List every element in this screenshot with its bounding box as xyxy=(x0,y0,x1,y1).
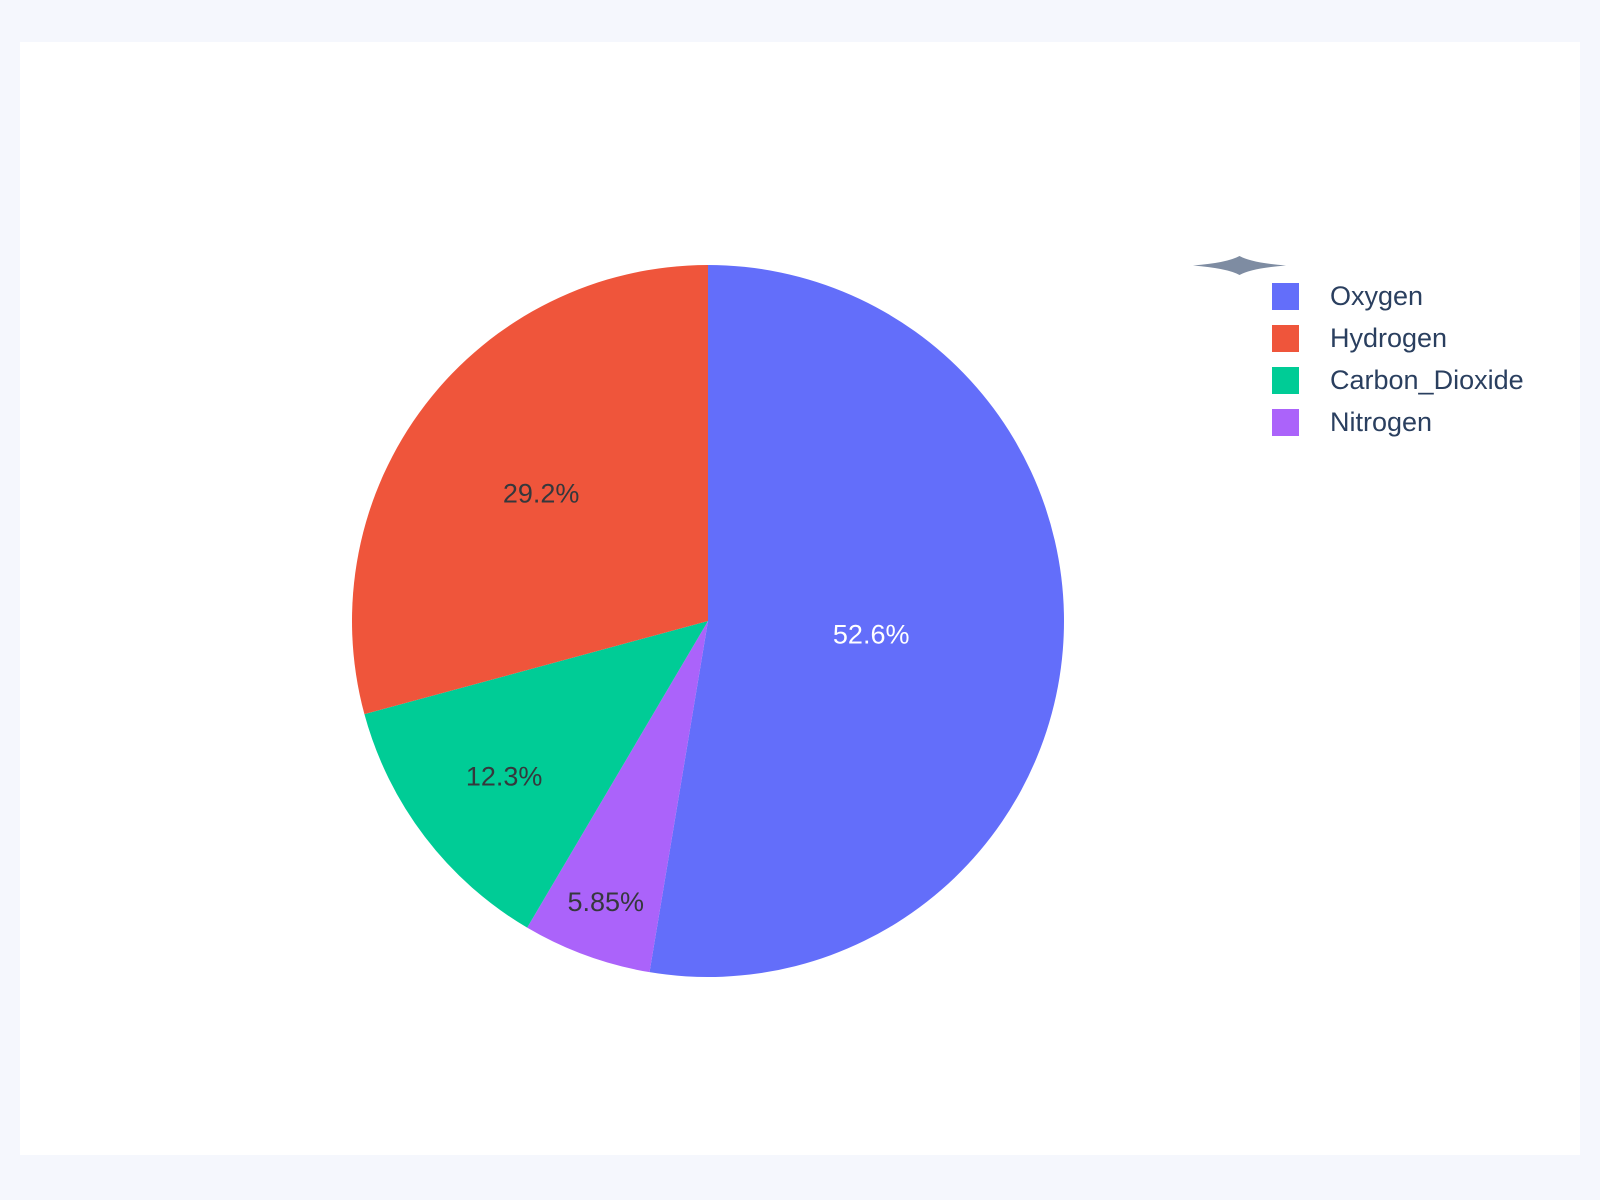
slice-percent-label-carbon_dioxide: 12.3% xyxy=(466,761,543,791)
legend-item-oxygen[interactable]: Oxygen xyxy=(1272,275,1524,317)
spark-icon-shape xyxy=(1192,256,1287,275)
legend: Oxygen Hydrogen Carbon_Dioxide Nitrogen xyxy=(1272,275,1524,443)
legend-swatch-hydrogen xyxy=(1272,324,1299,352)
legend-label-nitrogen: Nitrogen xyxy=(1330,406,1433,437)
slice-percent-label-hydrogen: 29.2% xyxy=(503,478,580,508)
pie-chart-svg: 52.6% 29.2% 12.3% 5.85% xyxy=(352,265,1065,977)
slice-percent-label-oxygen: 52.6% xyxy=(833,619,910,649)
legend-swatch-carbon_dioxide xyxy=(1272,366,1299,394)
legend-item-carbon_dioxide[interactable]: Carbon_Dioxide xyxy=(1272,359,1524,401)
plot-card: 52.6% 29.2% 12.3% 5.85% Oxygen Hydrogen Carbo… xyxy=(20,42,1580,1155)
legend-item-hydrogen[interactable]: Hydrogen xyxy=(1272,317,1524,359)
legend-swatch-nitrogen xyxy=(1272,408,1299,436)
pie-slice-hydrogen[interactable] xyxy=(352,265,708,715)
pie-slice-nitrogen[interactable] xyxy=(527,621,708,973)
legend-swatch-oxygen xyxy=(1272,282,1299,310)
pie-slice-carbon_dioxide[interactable] xyxy=(364,621,708,928)
spark-icon xyxy=(1192,256,1287,275)
legend-item-nitrogen[interactable]: Nitrogen xyxy=(1272,401,1524,443)
legend-label-carbon_dioxide: Carbon_Dioxide xyxy=(1330,364,1524,395)
pie-slice-oxygen[interactable] xyxy=(649,265,1065,977)
legend-label-hydrogen: Hydrogen xyxy=(1330,322,1448,353)
legend-label-oxygen: Oxygen xyxy=(1330,280,1424,311)
slice-percent-label-nitrogen: 5.85% xyxy=(567,887,644,917)
